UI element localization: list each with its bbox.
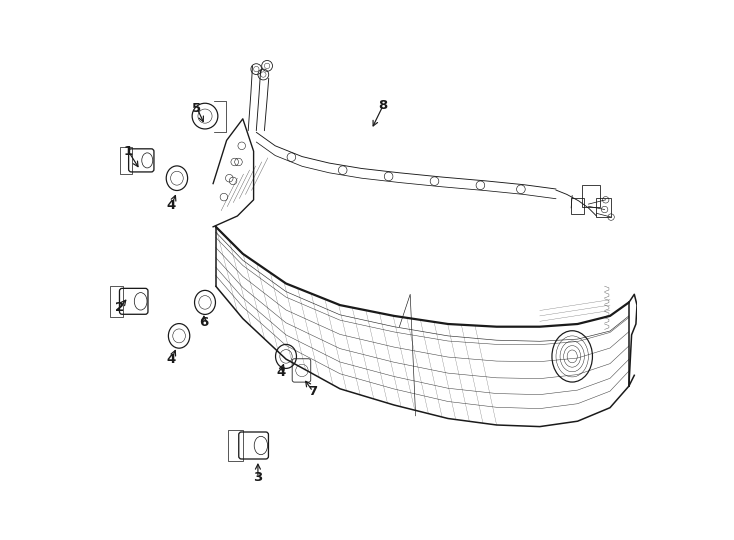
Text: 4: 4 (276, 366, 286, 379)
Text: 5: 5 (192, 102, 201, 114)
Text: 3: 3 (253, 471, 263, 484)
Text: 8: 8 (379, 99, 388, 112)
Text: 1: 1 (124, 145, 133, 158)
Text: 6: 6 (200, 316, 208, 329)
Text: 7: 7 (308, 385, 318, 398)
Text: 4: 4 (167, 353, 176, 366)
Text: 4: 4 (167, 199, 176, 212)
Text: 2: 2 (115, 301, 124, 314)
